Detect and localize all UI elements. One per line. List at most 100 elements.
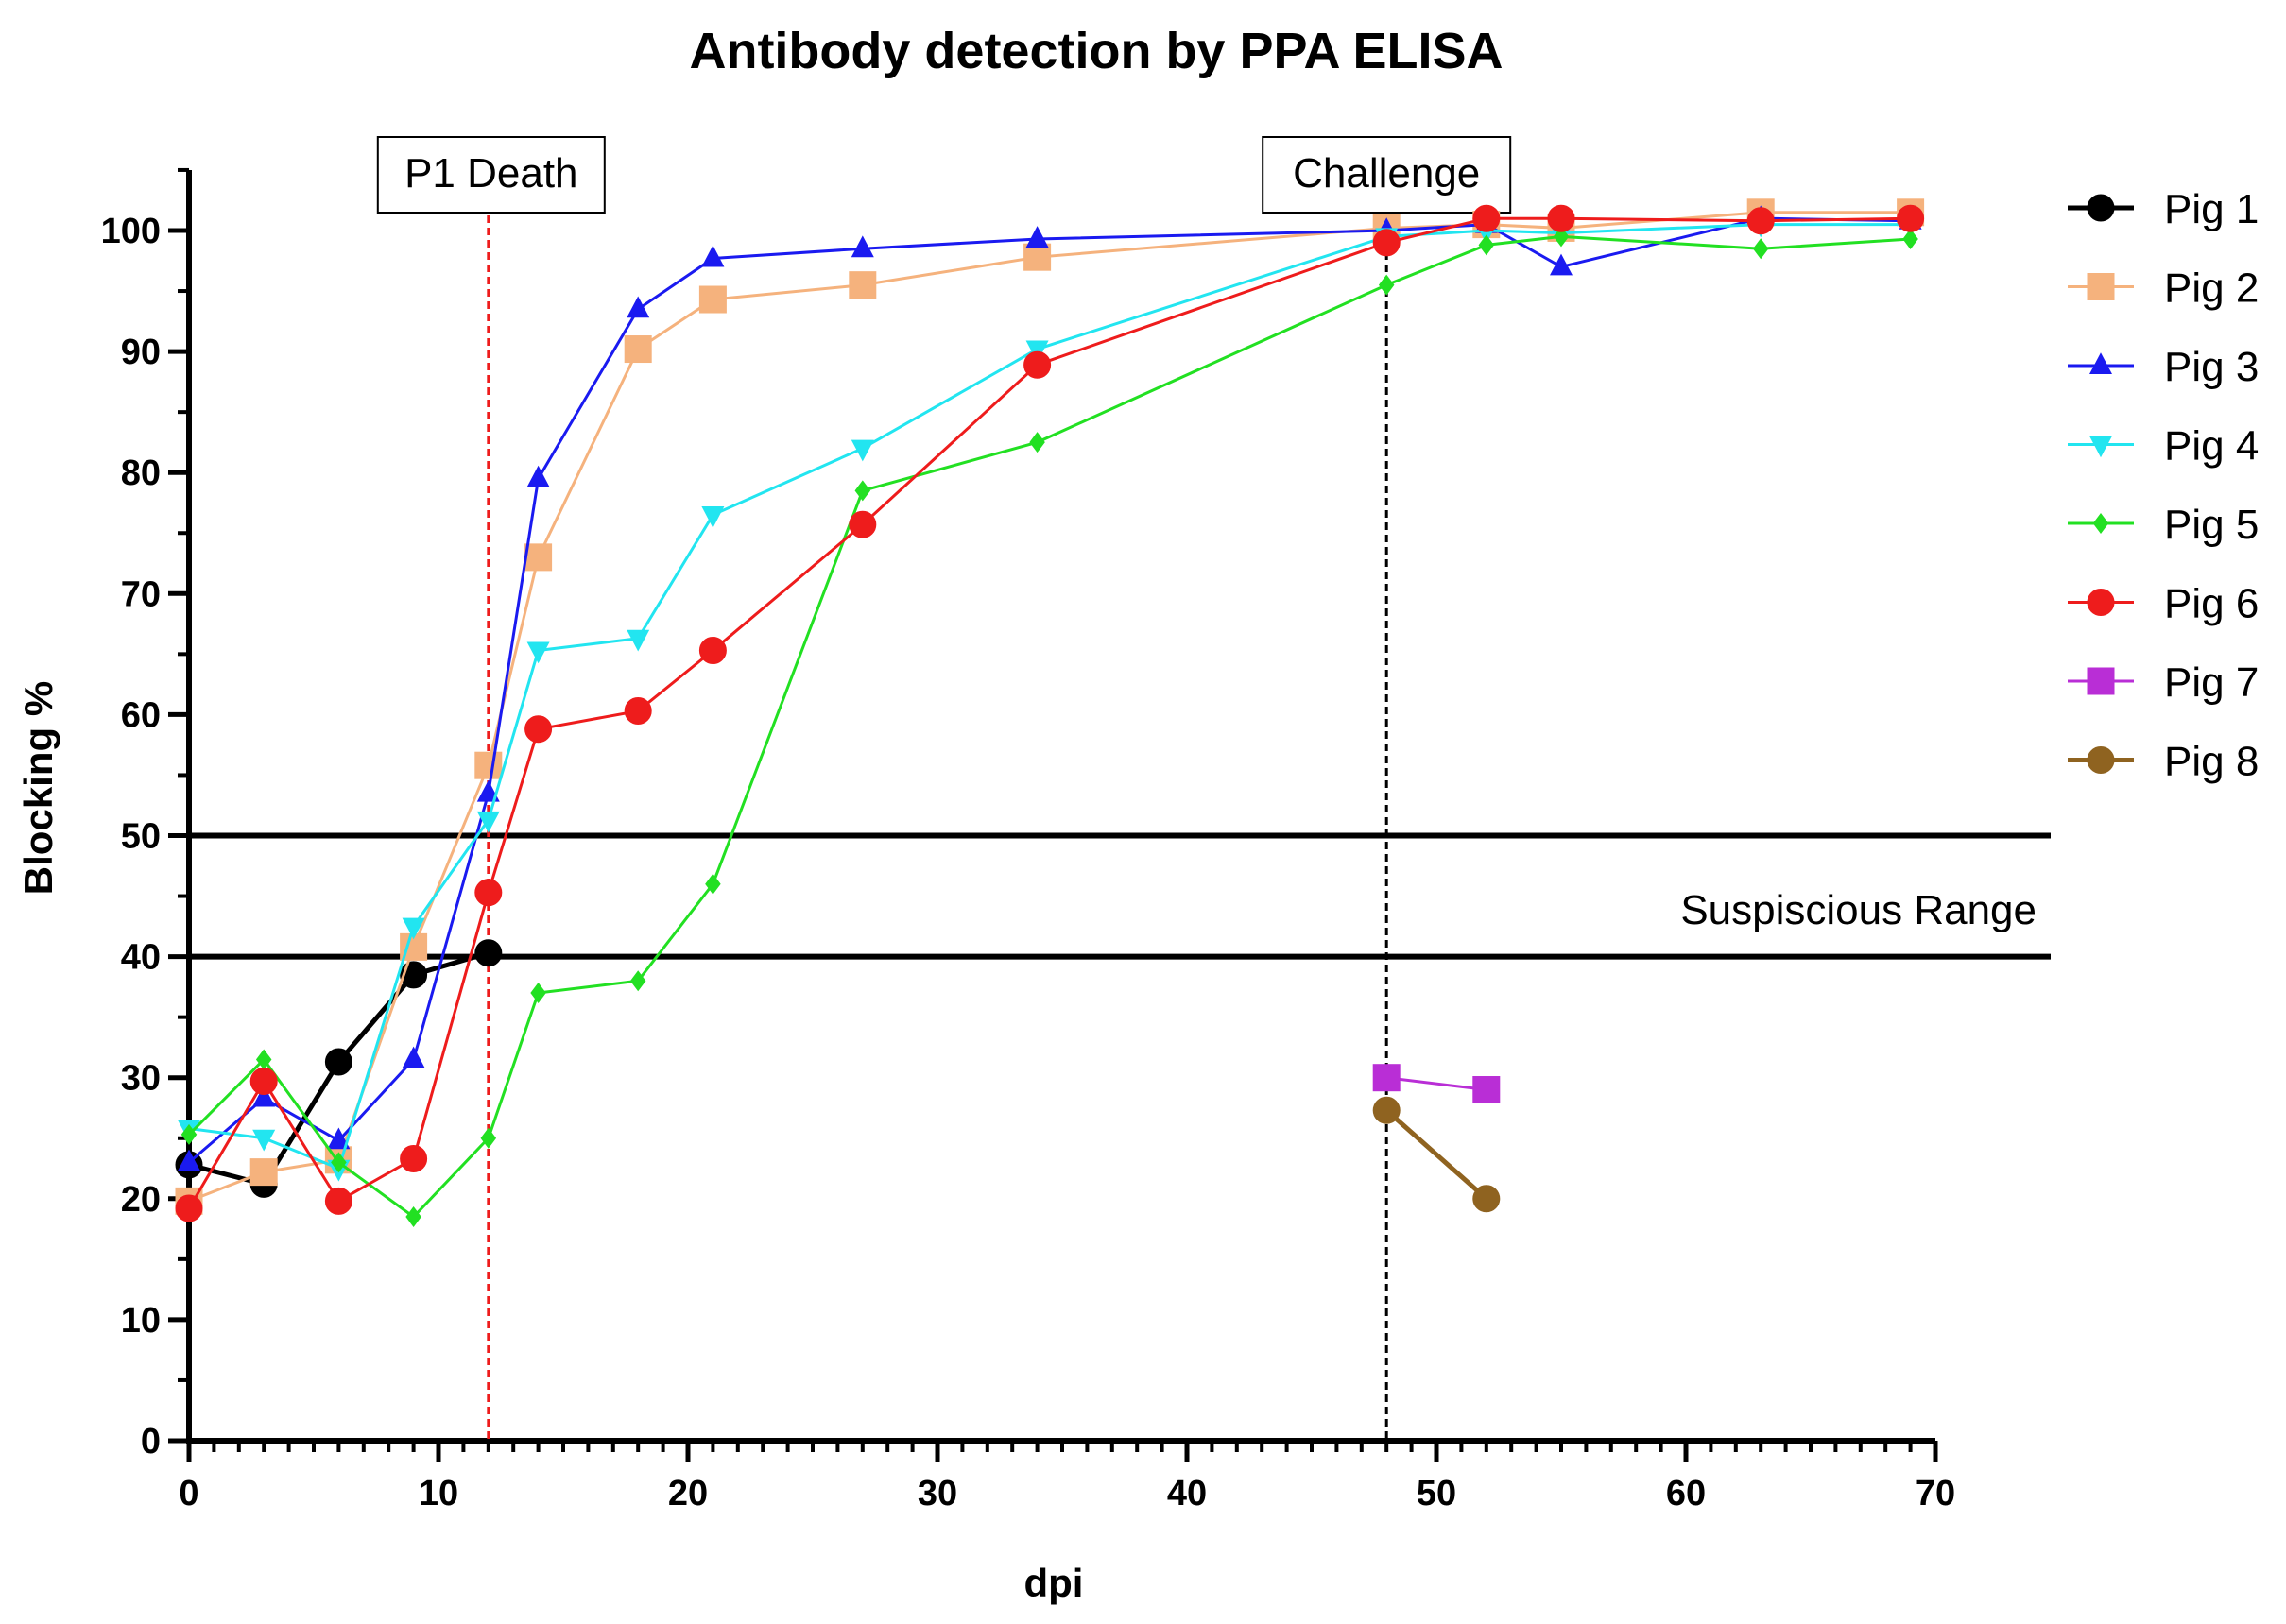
data-point [402, 1046, 425, 1068]
x-tick-label: 0 [179, 1474, 198, 1513]
marker-shape [1752, 238, 1769, 260]
data-point [474, 939, 503, 967]
marker-shape [1029, 432, 1045, 453]
marker-shape [1025, 226, 1049, 248]
data-point [1472, 1185, 1501, 1213]
marker-shape [627, 629, 650, 652]
data-point [698, 637, 727, 665]
marker-shape [701, 245, 725, 267]
data-point [849, 510, 877, 538]
marker-shape [1472, 1076, 1501, 1104]
marker-shape [249, 1158, 278, 1187]
marker-shape [480, 1127, 497, 1149]
legend-item-pig-8: Pig 8 [2068, 739, 2259, 785]
data-point [1023, 350, 1052, 379]
data-point [480, 1127, 497, 1149]
data-point [1372, 1064, 1401, 1092]
marker-shape [851, 235, 874, 258]
marker-shape [698, 285, 727, 314]
x-tick-label: 30 [918, 1474, 957, 1513]
marker-shape [698, 637, 727, 665]
marker-shape [1478, 234, 1495, 256]
marker-shape [1372, 229, 1401, 257]
marker-shape [530, 983, 546, 1004]
series-pig-6 [175, 204, 1925, 1222]
marker-shape [701, 506, 725, 528]
y-tick-label: 70 [121, 574, 161, 614]
legend-label: Pig 5 [2164, 502, 2259, 548]
x-axis-label: dpi [1024, 1561, 1084, 1605]
data-point [1752, 238, 1769, 260]
marker-shape [1550, 253, 1573, 276]
marker-shape [526, 641, 550, 664]
data-point [400, 1145, 428, 1173]
legend-marker [2087, 746, 2115, 774]
marker-shape [402, 917, 425, 940]
data-point [327, 1127, 351, 1150]
data-point [1029, 432, 1045, 453]
marker-shape [400, 1145, 428, 1173]
legend-label: Pig 3 [2164, 344, 2259, 390]
plot-area: 0 10 20 30 40 50 60 70 80 90 100 0 10 20 30 40 50 60 70 P1 … [101, 136, 2051, 1513]
data-point [530, 983, 546, 1004]
legend-label: Pig 4 [2164, 423, 2259, 470]
data-point [474, 751, 503, 779]
series-line [1386, 1076, 1487, 1091]
legend-marker [2087, 589, 2115, 616]
data-point [180, 1123, 198, 1145]
legend-marker [2087, 667, 2115, 695]
data-point [249, 1158, 278, 1187]
legend-marker [2087, 273, 2115, 300]
data-point [324, 1187, 352, 1215]
marker-shape [1902, 228, 1918, 249]
data-point [624, 335, 652, 364]
legend-label: Pig 1 [2164, 186, 2259, 232]
marker-shape [1547, 204, 1575, 232]
data-point [255, 1049, 272, 1070]
data-point [701, 506, 725, 528]
marker-shape [849, 271, 877, 299]
data-point [698, 285, 727, 314]
y-tick-label: 20 [121, 1180, 161, 1220]
data-point [1478, 234, 1495, 256]
series-line [187, 234, 1911, 1220]
legend-item-pig-2: Pig 2 [2068, 265, 2259, 312]
data-point [526, 641, 550, 664]
legend-item-pig-5: Pig 5 [2068, 502, 2259, 548]
x-tick-label: 50 [1417, 1474, 1456, 1513]
marker-shape [252, 1085, 276, 1107]
data-point [1472, 204, 1501, 232]
series-pig-2 [175, 198, 1925, 1215]
marker-shape [2087, 746, 2115, 774]
marker-shape [1746, 207, 1775, 235]
data-point [175, 1194, 203, 1222]
legend-item-pig-1: Pig 1 [2068, 186, 2259, 232]
data-point [252, 1085, 276, 1107]
marker-shape [1023, 350, 1052, 379]
y-tick-label: 100 [101, 212, 161, 251]
marker-shape [474, 939, 503, 967]
x-tick-label: 40 [1167, 1474, 1207, 1513]
data-point [474, 879, 503, 907]
marker-shape [849, 510, 877, 538]
data-point [526, 465, 550, 487]
marker-shape [324, 1187, 352, 1215]
data-point [524, 543, 553, 572]
legend-item-pig-7: Pig 7 [2068, 659, 2259, 706]
x-tick-label: 20 [668, 1474, 708, 1513]
data-point [629, 970, 646, 992]
legend-item-pig-3: Pig 3 [2068, 344, 2259, 390]
series-pig-5 [180, 226, 1918, 1228]
y-tick-label: 60 [121, 695, 161, 735]
data-point [1902, 228, 1918, 249]
marker-shape [2087, 273, 2115, 300]
legend-item-pig-4: Pig 4 [2068, 423, 2259, 470]
series-line [1384, 1108, 1488, 1201]
series-pig-8 [1372, 1096, 1501, 1213]
legend-marker [2089, 352, 2112, 374]
y-tick-label: 80 [121, 453, 161, 493]
data-point [331, 1152, 347, 1173]
marker-shape [331, 1152, 347, 1173]
marker-shape [624, 335, 652, 364]
